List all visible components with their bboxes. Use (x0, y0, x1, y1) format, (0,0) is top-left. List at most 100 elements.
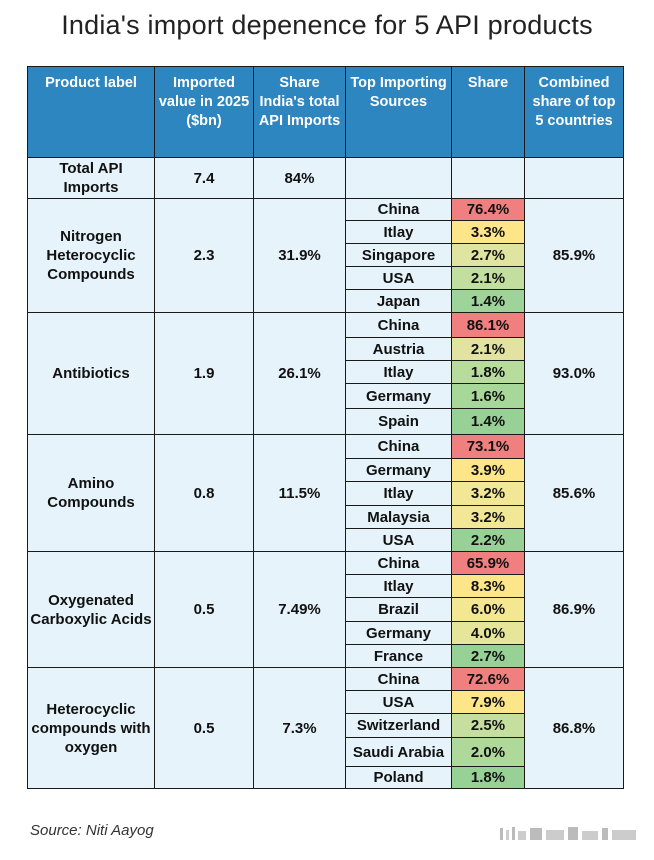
empty-cell (451, 157, 525, 199)
source-share: 2.1% (451, 337, 525, 361)
source-share: 8.3% (451, 574, 525, 598)
source-country: Itlay (345, 574, 452, 598)
combined-share: 85.6% (524, 434, 624, 552)
table-row: Brazil 6.0% (28, 597, 624, 622)
table-row: Antibiotics 1.9 26.1% China 86.1% 93.0% (27, 312, 624, 435)
source-share: 4.0% (451, 621, 525, 645)
table-row: Oxygenated Carboxylic Acids 0.5 7.49% China… (27, 551, 624, 668)
source-country: Austria (345, 337, 452, 361)
import-dependence-table: Product label Imported value in 2025 ($b… (27, 66, 624, 789)
empty-cell (524, 157, 624, 199)
source-share: 2.0% (451, 737, 525, 767)
source-country: China (345, 198, 452, 221)
product-label: Oxygenated Carboxylic Acids (27, 551, 155, 668)
combined-share: 85.9% (524, 198, 624, 313)
share-total-imports: 7.49% (253, 551, 346, 668)
source-share: 3.2% (451, 505, 525, 529)
source-country: Japan (345, 289, 452, 313)
share-total-imports: 7.3% (253, 667, 346, 789)
table-row: Nitrogen Heterocyclic Compounds 2.3 31.9% C… (27, 198, 624, 313)
source-country: Brazil (345, 597, 452, 622)
table-row: France 2.7% (28, 644, 624, 668)
total-label: Total API Imports (27, 157, 155, 199)
watermark-logo (500, 827, 636, 840)
imported-value: 1.9 (154, 312, 254, 435)
source-share: 72.6% (451, 667, 525, 691)
product-label: Antibiotics (27, 312, 155, 435)
header-value: Imported value in 2025 ($bn) (154, 66, 254, 158)
table-row: Germany 4.0% (28, 621, 624, 645)
source-share: 3.9% (451, 458, 525, 482)
source-country: USA (345, 528, 452, 552)
source-country: USA (345, 266, 452, 290)
source-share: 2.5% (451, 713, 525, 738)
table-row: Saudi Arabia 2.0% (28, 737, 624, 767)
source-country: Malaysia (345, 505, 452, 529)
product-label: Amino Compounds (27, 434, 155, 552)
imported-value: 2.3 (154, 198, 254, 313)
source-share: 2.1% (451, 266, 525, 290)
source-country: Saudi Arabia (345, 737, 452, 767)
source-country: China (345, 434, 452, 459)
table-row: Spain 1.4% (28, 408, 624, 435)
header-product: Product label (27, 66, 155, 158)
page-title: India's import depenence for 5 API produ… (61, 10, 593, 40)
source-country: China (345, 667, 452, 691)
source-country: Itlay (345, 360, 452, 384)
header-combined: Combined share of top 5 countries (524, 66, 624, 158)
table-row: Amino Compounds 0.8 11.5% China 73.1% 85.6% (27, 434, 624, 552)
combined-share: 86.9% (524, 551, 624, 668)
share-total-imports: 11.5% (253, 434, 346, 552)
source-country: Germany (345, 621, 452, 645)
header-row: Product label Imported value in 2025 ($b… (27, 66, 624, 158)
source-country: USA (345, 690, 452, 714)
source-share: 1.8% (451, 766, 525, 789)
empty-cell (345, 157, 452, 199)
source-country: Switzerland (345, 713, 452, 738)
source-share: 3.2% (451, 481, 525, 506)
combined-share: 93.0% (524, 312, 624, 435)
source-note: Source: Niti Aayog (30, 822, 154, 839)
source-share: 3.3% (451, 220, 525, 244)
table-row: Japan 1.4% (28, 289, 624, 313)
table-row: Poland 1.8% (28, 766, 624, 789)
table-row: USA 7.9% (28, 690, 624, 714)
product-label: Heterocyclic compounds with oxygen (27, 667, 155, 789)
source-country: Germany (345, 383, 452, 409)
table-row: Switzerland 2.5% (28, 713, 624, 738)
combined-share: 86.8% (524, 667, 624, 789)
source-country: China (345, 551, 452, 575)
source-share: 1.4% (451, 289, 525, 313)
source-share: 86.1% (451, 312, 525, 338)
source-share: 73.1% (451, 434, 525, 459)
source-country: Poland (345, 766, 452, 789)
header-share: Share (451, 66, 525, 158)
imported-value: 0.5 (154, 551, 254, 668)
table-row: Itlay 3.3% (28, 220, 624, 244)
source-share: 6.0% (451, 597, 525, 622)
header-share-total: Share India's total API Imports (253, 66, 346, 158)
source-country: Germany (345, 458, 452, 482)
source-share: 1.8% (451, 360, 525, 384)
imported-value: 0.8 (154, 434, 254, 552)
source-share: 65.9% (451, 551, 525, 575)
header-sources: Top Importing Sources (345, 66, 452, 158)
imported-value: 0.5 (154, 667, 254, 789)
share-total-imports: 26.1% (253, 312, 346, 435)
table-row: Itlay 8.3% (28, 574, 624, 598)
table-row: Malaysia 3.2% (28, 505, 624, 529)
source-share: 1.6% (451, 383, 525, 409)
table-row: Itlay 1.8% (28, 360, 624, 384)
source-country: Spain (345, 408, 452, 435)
source-share: 7.9% (451, 690, 525, 714)
total-row: Total API Imports 7.4 84% (27, 157, 624, 199)
source-share: 1.4% (451, 408, 525, 435)
total-share: 84% (253, 157, 346, 199)
product-label: Nitrogen Heterocyclic Compounds (27, 198, 155, 313)
table-row: Heterocyclic compounds with oxygen 0.5 7.3… (27, 667, 624, 789)
source-country: Itlay (345, 481, 452, 506)
source-country: Itlay (345, 220, 452, 244)
table-row: Singapore 2.7% (28, 243, 624, 267)
share-total-imports: 31.9% (253, 198, 346, 313)
source-country: China (345, 312, 452, 338)
